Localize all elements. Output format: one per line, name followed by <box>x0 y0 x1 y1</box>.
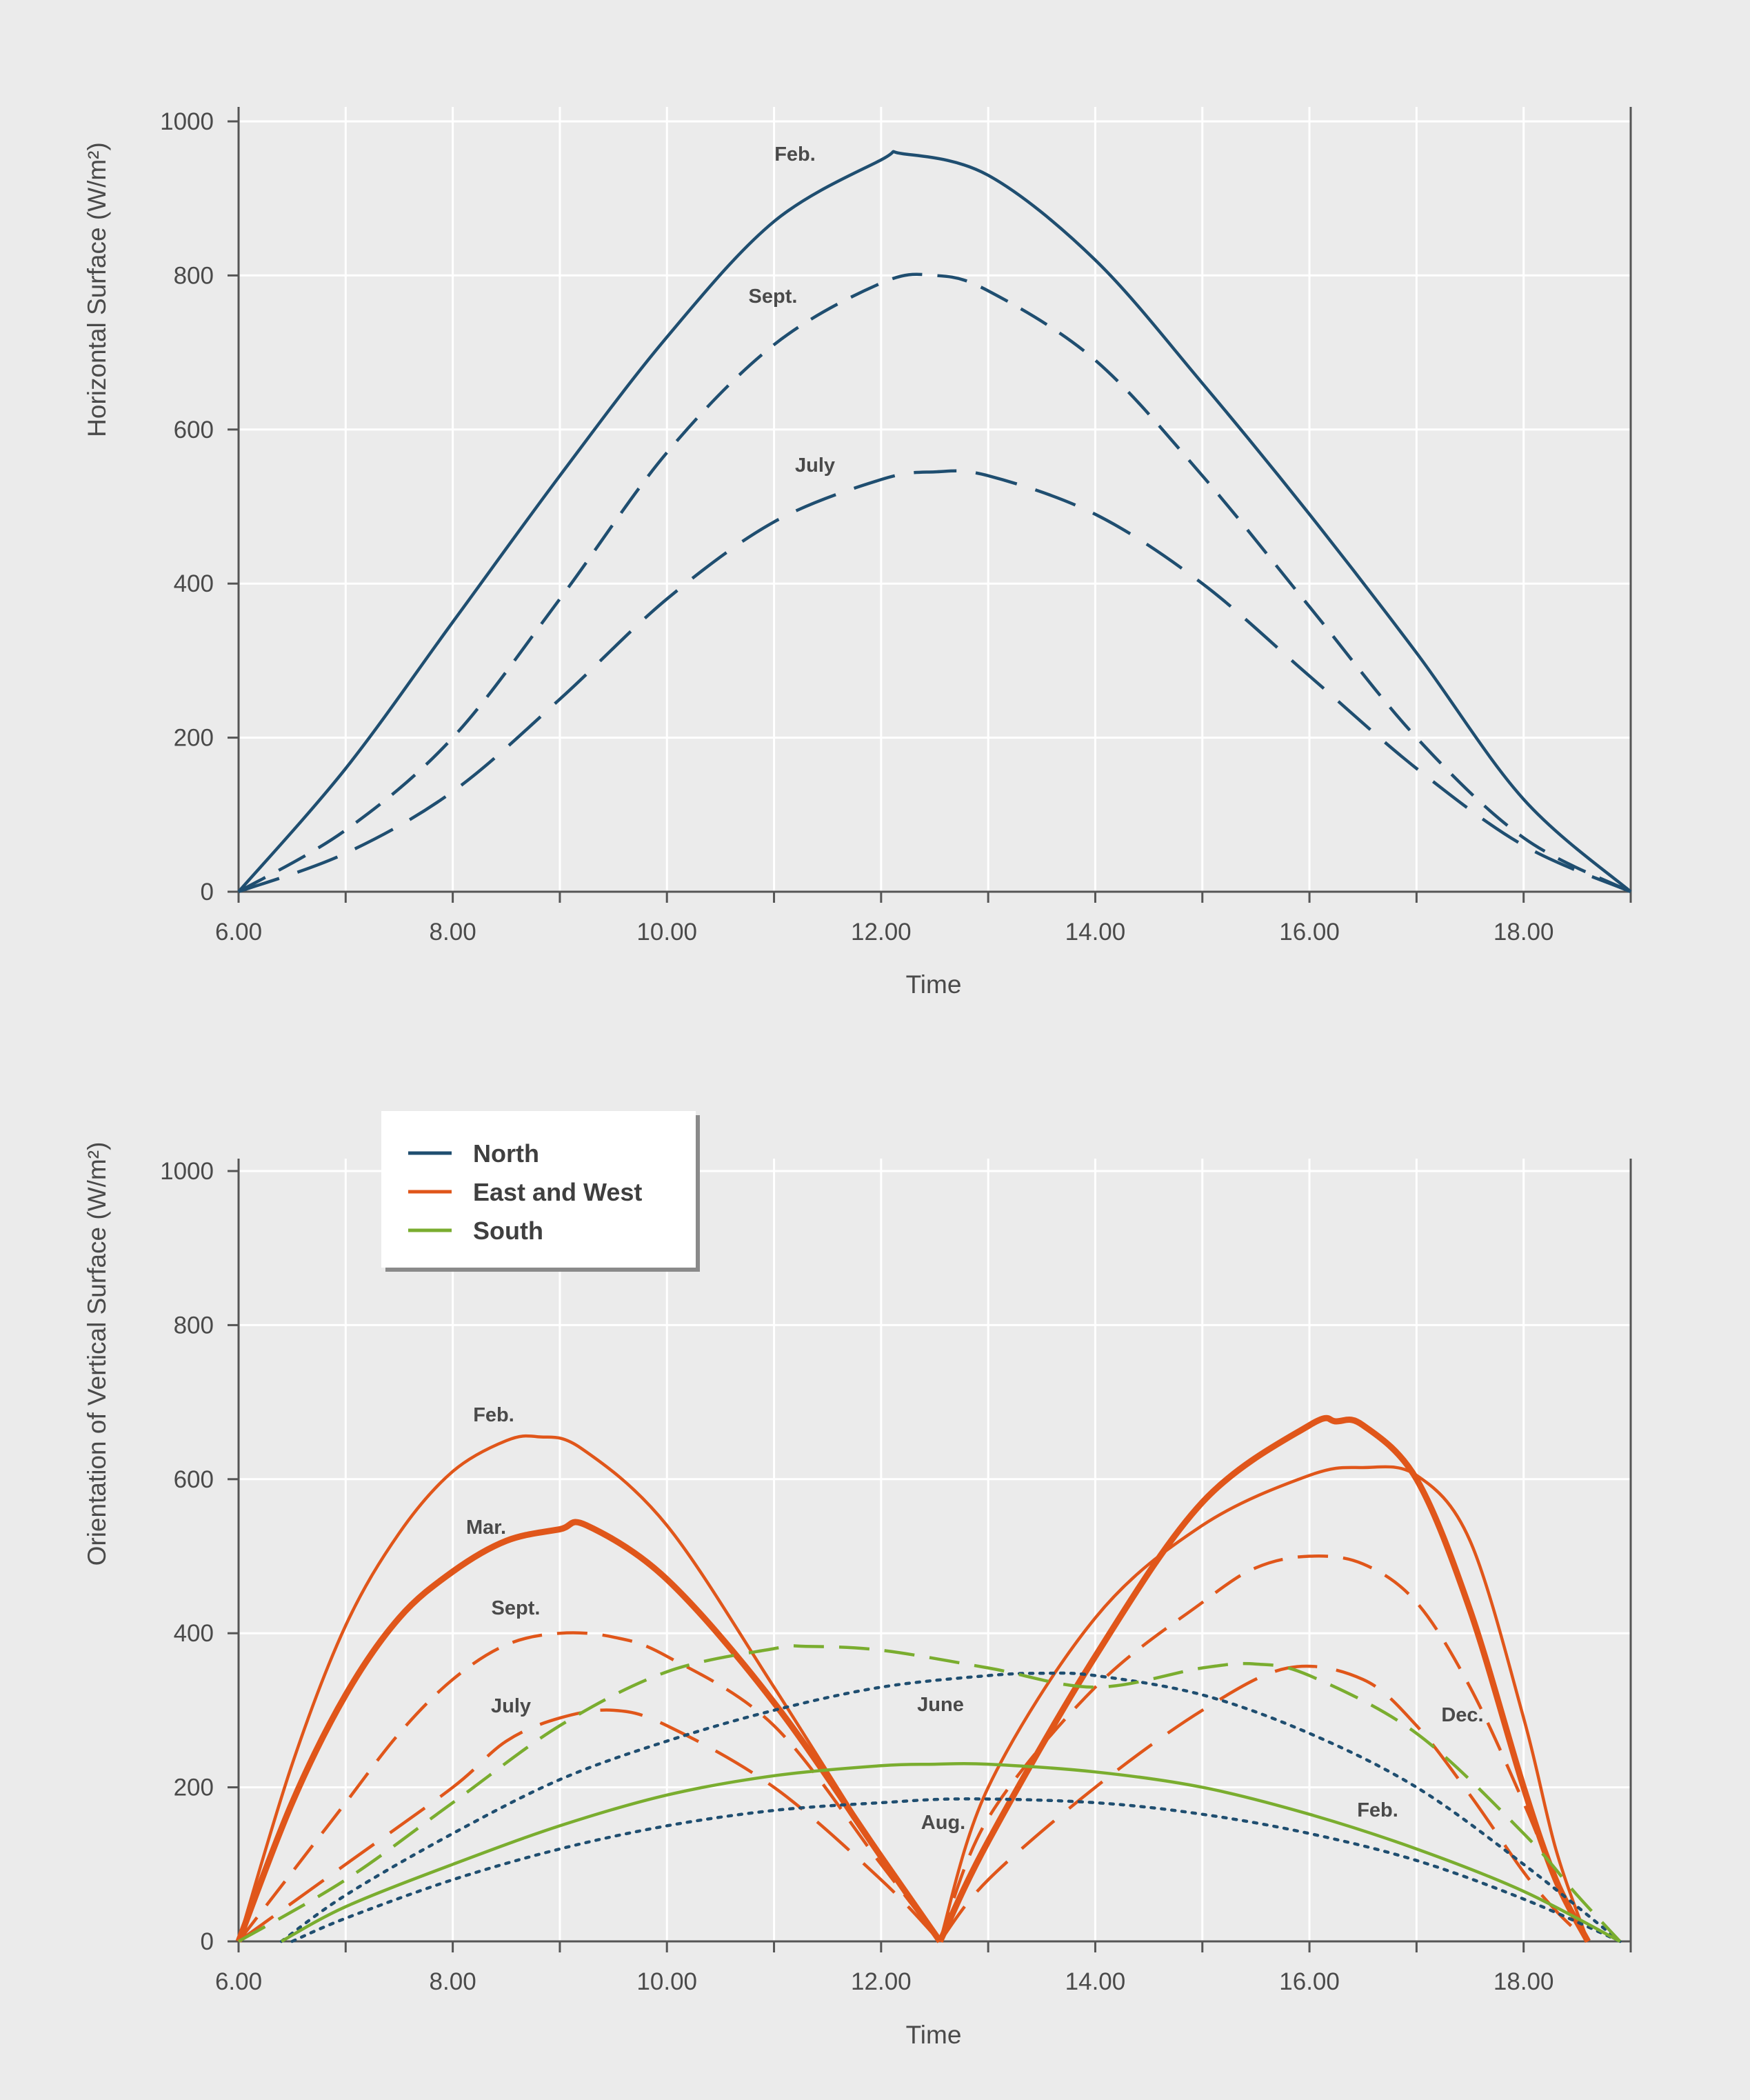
legend-label-east-west: East and West <box>473 1178 642 1206</box>
chart2-x-tick-label: 14.00 <box>1065 1968 1126 1995</box>
chart2-series-feb-east <box>237 1434 942 1943</box>
legend: North East and West South <box>381 1111 700 1272</box>
chart2-series-mar-west <box>937 1414 1591 1943</box>
chart1-ylabel: Horizontal Surface (W/m²) <box>83 142 111 437</box>
chart2-y-tick-label: 200 <box>174 1774 214 1801</box>
chart2-x-tick-label: 6.00 <box>215 1968 262 1995</box>
chart1-xlabel: Time <box>906 970 962 999</box>
chart2-ylabel: Orientation of Vertical Surface (W/m²) <box>83 1142 111 1566</box>
chart1-annotation-july: July <box>795 454 835 477</box>
chart2-x-tick-label: 18.00 <box>1493 1968 1554 1995</box>
chart2-series-june <box>279 1671 1622 1943</box>
chart2-annotation-june: June <box>917 1694 964 1716</box>
chart2-x-tick-label: 12.00 <box>851 1968 912 1995</box>
chart1-x-tick-label: 18.00 <box>1493 919 1554 946</box>
chart1-y-tick-label: 0 <box>201 879 214 906</box>
chart1-annotation-sept: Sept. <box>749 286 798 308</box>
chart2-annotation-july: July <box>491 1695 531 1717</box>
chart2-series-sept-east <box>237 1631 942 1943</box>
chart2-xlabel: Time <box>906 2021 962 2049</box>
legend-label-north: North <box>473 1139 539 1168</box>
chart2-annotation-sept: Sept. <box>492 1597 541 1619</box>
chart2-annotation-feb-east: Feb. <box>473 1404 514 1426</box>
chart2-series-july-east <box>237 1708 941 1943</box>
chart1-series-july <box>238 469 1631 894</box>
chart2-series-aug <box>290 1797 1622 1943</box>
chart2-y-tick-label: 0 <box>201 1928 214 1955</box>
legend-box <box>381 1111 696 1268</box>
chart2-x-tick-label: 10.00 <box>636 1968 697 1995</box>
chart2-annotation-feb-south: Feb. <box>1357 1799 1398 1821</box>
chart2-annotation-mar: Mar. <box>466 1517 506 1539</box>
chart2-y-tick-label: 800 <box>174 1312 214 1339</box>
chart2-series-mar-east <box>235 1519 943 1943</box>
legend-label-south: South <box>473 1217 543 1245</box>
chart2-x-tick-label: 8.00 <box>430 1968 476 1995</box>
chart2-y-tick-label: 400 <box>174 1620 214 1647</box>
vertical-surface-chart: 6.00 8.00 10.00 12.00 14.00 16.00 18.00 0 200 400… <box>160 1158 1632 1995</box>
chart2-series-feb-west <box>938 1465 1590 1942</box>
chart2-series-july-west <box>938 1664 1589 1943</box>
chart2-annotation-dec: Dec. <box>1441 1704 1483 1726</box>
chart1-x-tick-label: 10.00 <box>636 919 697 946</box>
chart1-x-tick-label: 16.00 <box>1279 919 1340 946</box>
chart1-y-tick-label: 200 <box>174 725 214 752</box>
chart2-annotation-aug: Aug. <box>921 1812 965 1834</box>
chart1-series-feb <box>237 150 1632 893</box>
chart2-y-tick-label: 600 <box>174 1466 214 1493</box>
chart2-x-tick-label: 16.00 <box>1279 1968 1340 1995</box>
chart1-y-tick-label: 1000 <box>160 108 214 135</box>
horizontal-surface-chart: 6.00 8.00 10.00 12.00 14.00 16.00 18.00 0 200 400… <box>160 107 1632 946</box>
chart1-x-tick-label: 14.00 <box>1065 919 1126 946</box>
chart1-x-tick-label: 12.00 <box>851 919 912 946</box>
chart2-series-feb-south <box>281 1761 1621 1943</box>
chart1-y-tick-label: 800 <box>174 262 214 289</box>
chart1-x-tick-label: 8.00 <box>430 919 476 946</box>
chart1-annotation-feb: Feb. <box>774 143 816 166</box>
chart1-y-tick-label: 400 <box>174 570 214 597</box>
chart1-y-tick-label: 600 <box>174 417 214 443</box>
chart2-y-tick-label: 1000 <box>160 1158 214 1185</box>
chart2-series-sept-west <box>938 1554 1589 1943</box>
chart1-x-tick-label: 6.00 <box>215 919 262 946</box>
